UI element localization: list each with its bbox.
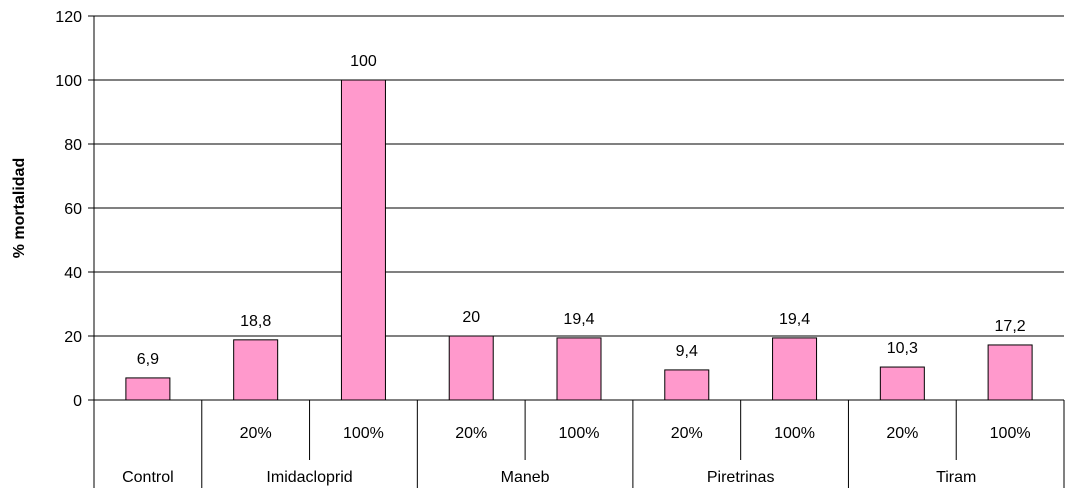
x-axis-table: 20% 100% 20% 100% 20% 100% 20% 100% Control Imida…: [93, 399, 1065, 488]
bar: [987, 344, 1033, 401]
x-group-label: Maneb: [501, 469, 550, 486]
bar: [772, 337, 818, 401]
bar: [125, 377, 171, 401]
x-sub-label: 20%: [886, 425, 918, 442]
bar: [340, 79, 386, 401]
x-sub-label: 100%: [990, 425, 1031, 442]
data-label: 10,3: [887, 340, 918, 357]
y-axis-ticks: 0 20 40 60 80 100 120: [55, 9, 95, 410]
gridlines: [94, 15, 1064, 337]
data-label: 18,8: [240, 313, 271, 330]
y-tick-label: 60: [64, 201, 82, 218]
y-tick-label: 20: [64, 329, 82, 346]
x-sub-label: 20%: [240, 425, 272, 442]
x-sub-label: 100%: [343, 425, 384, 442]
data-label: 100: [350, 53, 377, 70]
x-group-label: Control: [122, 469, 174, 486]
x-sub-label: 100%: [559, 425, 600, 442]
y-tick-label: 80: [64, 137, 82, 154]
bar: [448, 335, 494, 401]
data-label: 6,9: [137, 351, 159, 368]
bar: [664, 369, 710, 401]
y-tick-label: 100: [55, 73, 82, 90]
bar: [556, 337, 602, 401]
x-group-label: Tiram: [936, 469, 976, 486]
x-sub-label: 20%: [455, 425, 487, 442]
data-label: 17,2: [995, 318, 1026, 335]
data-label: 19,4: [779, 311, 810, 328]
y-tick-label: 120: [55, 9, 82, 26]
bar: [879, 366, 925, 401]
x-sub-label: 20%: [671, 425, 703, 442]
bars: [125, 79, 1033, 401]
data-label: 19,4: [563, 311, 594, 328]
y-axis-label: % mortalidad: [11, 158, 28, 258]
data-labels: 6,9 18,8 100 20 19,4 9,4 19,4 10,3 17,2: [137, 53, 1026, 368]
y-tick-label: 0: [73, 393, 82, 410]
x-group-label: Piretrinas: [707, 469, 775, 486]
data-label: 20: [462, 309, 480, 326]
x-sub-label: 100%: [774, 425, 815, 442]
x-group-label: Imidacloprid: [266, 469, 352, 486]
data-label: 9,4: [676, 343, 698, 360]
y-tick-label: 40: [64, 265, 82, 282]
bar: [233, 339, 279, 401]
